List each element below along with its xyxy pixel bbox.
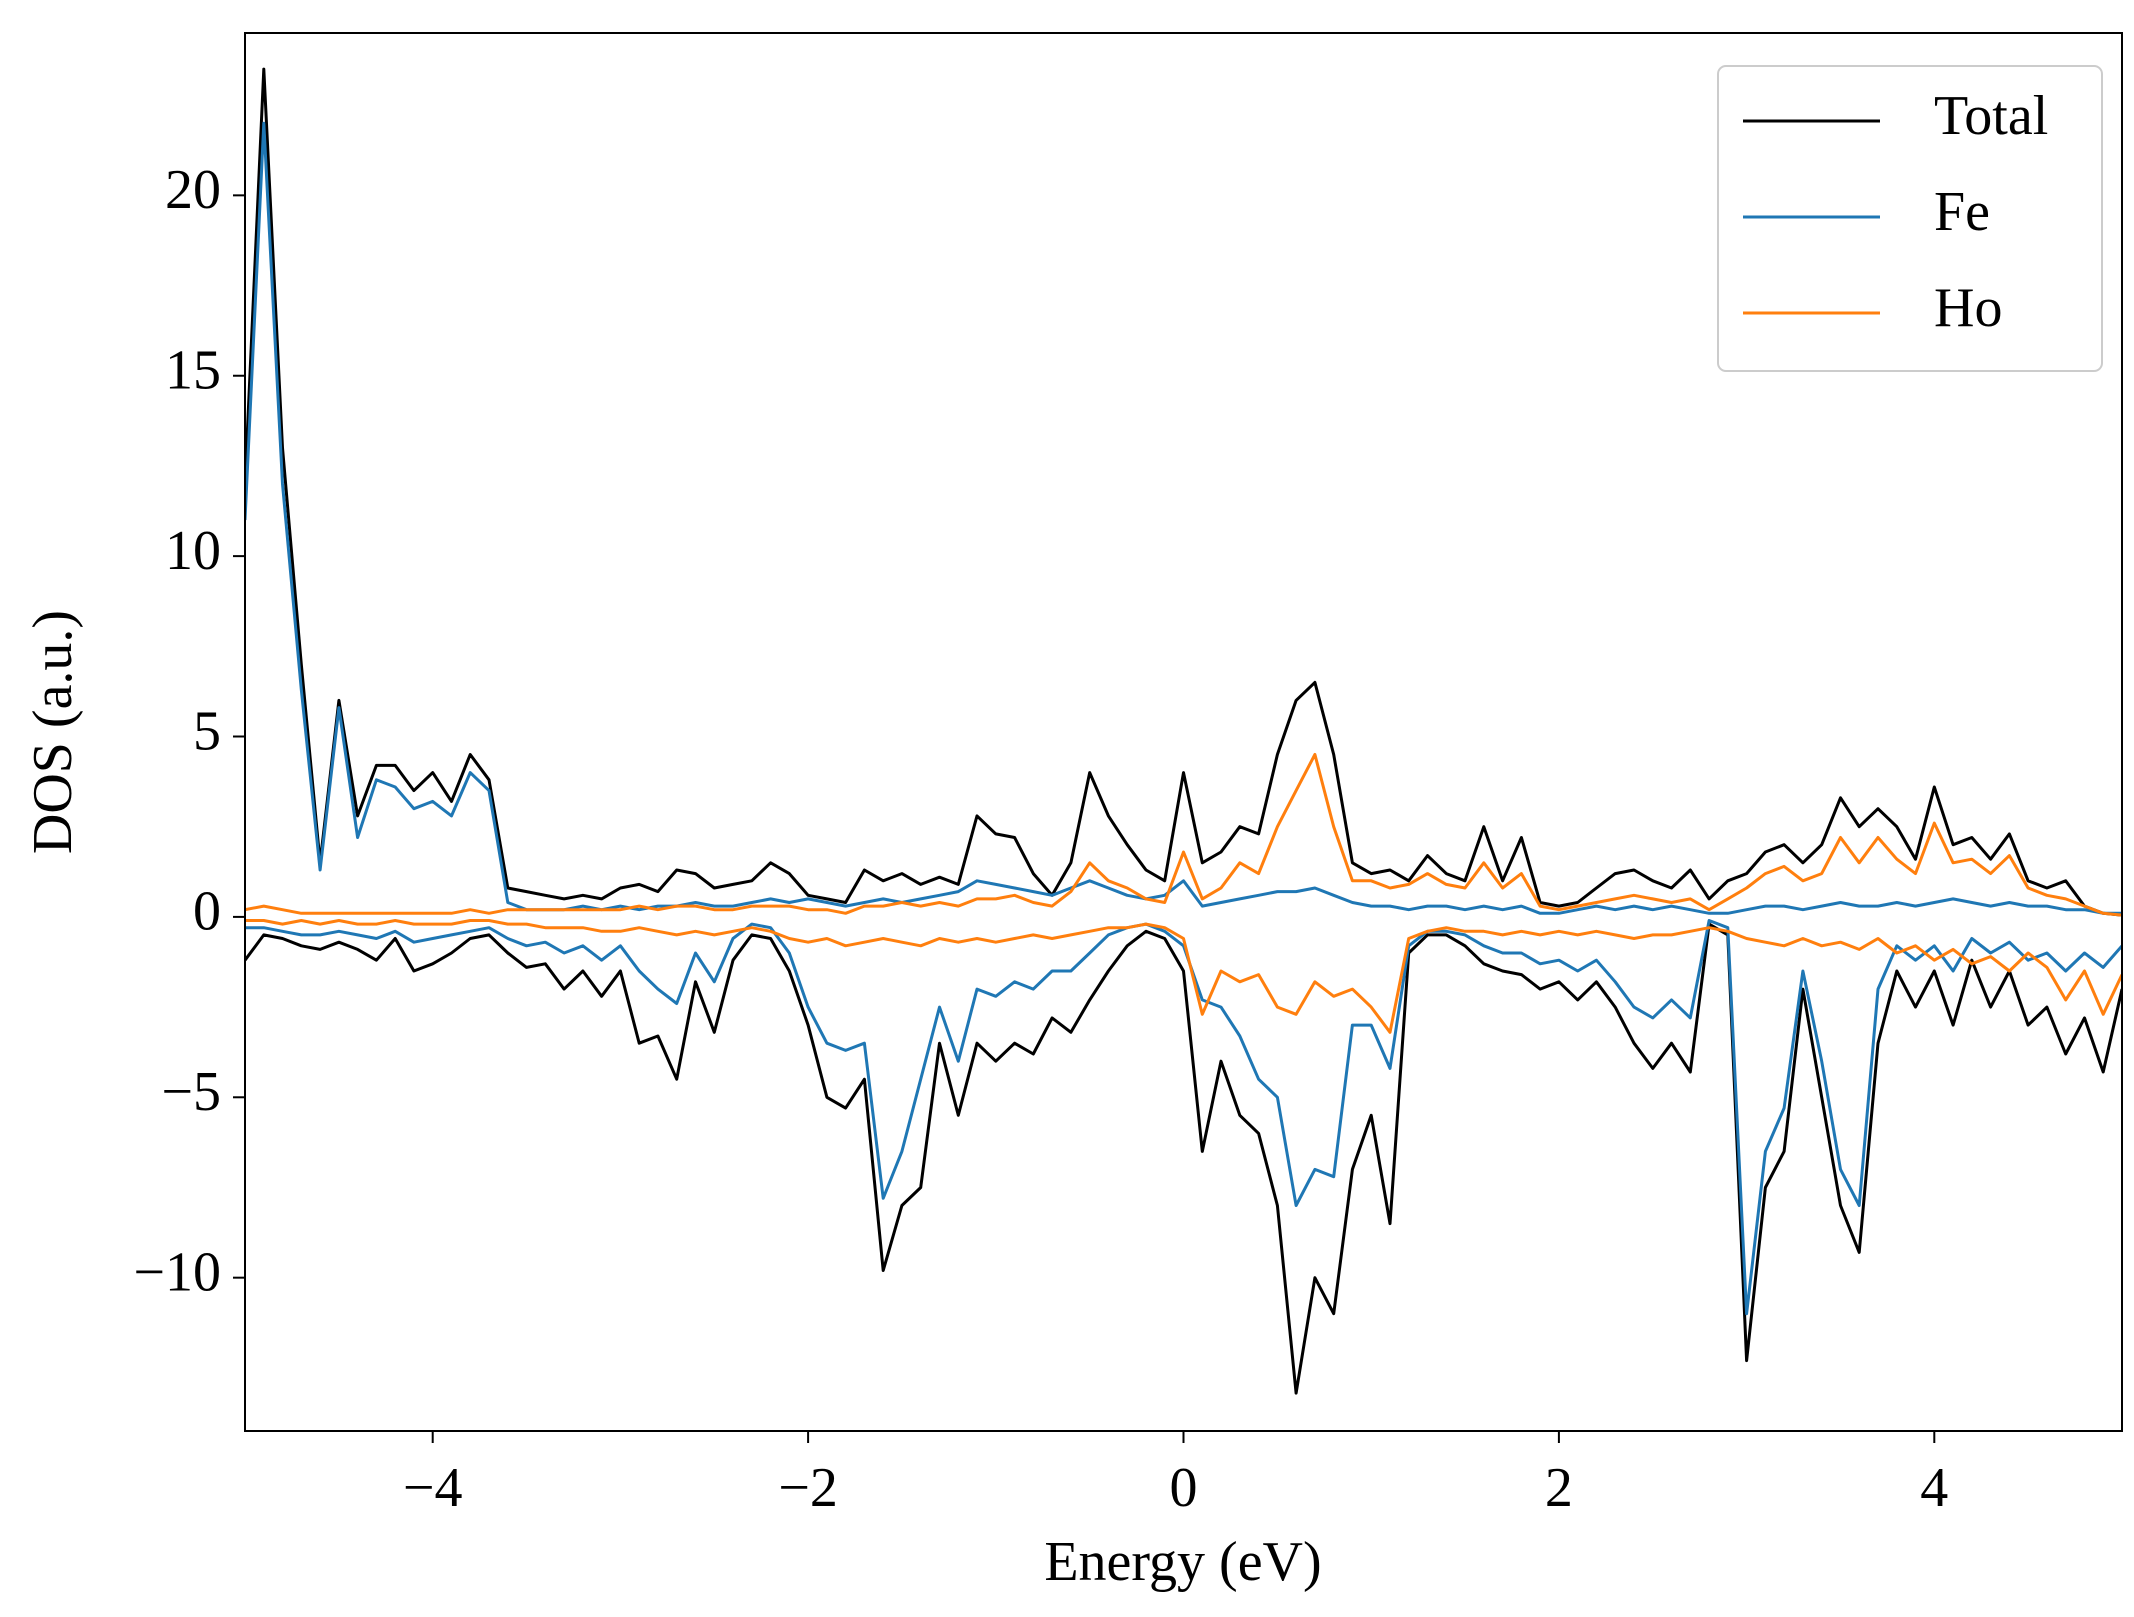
x-tick-label: 2 [1545,1457,1573,1519]
y-tick-label: 20 [165,159,221,221]
x-tick-label: −2 [778,1457,838,1519]
y-tick-label: 10 [165,520,221,582]
y-axis-label: DOS (a.u.) [22,610,84,854]
x-tick-label: 4 [1920,1457,1948,1519]
dos-line [245,67,2122,917]
dos-line [245,919,2122,1034]
legend-box [1717,65,2103,372]
plot-lines [245,67,2122,1395]
dos-line [245,922,2122,1395]
y-tick-label: 15 [165,340,221,402]
y-tick-label: −5 [161,1061,221,1123]
x-axis-label: Energy (eV) [1044,1531,1321,1593]
legend-label: Total [1934,85,2048,147]
x-tick-label: −4 [403,1457,463,1519]
y-tick-label: 5 [193,700,221,762]
dos-line [245,753,2122,917]
x-tick-label: 0 [1170,1457,1198,1519]
legend-label: Fe [1934,181,1990,243]
y-tick-label: 0 [193,881,221,943]
y-tick-label: −10 [133,1242,221,1304]
plot-frame [244,32,2123,1432]
dos-line [245,919,2122,1316]
legend-label: Ho [1934,277,2002,339]
